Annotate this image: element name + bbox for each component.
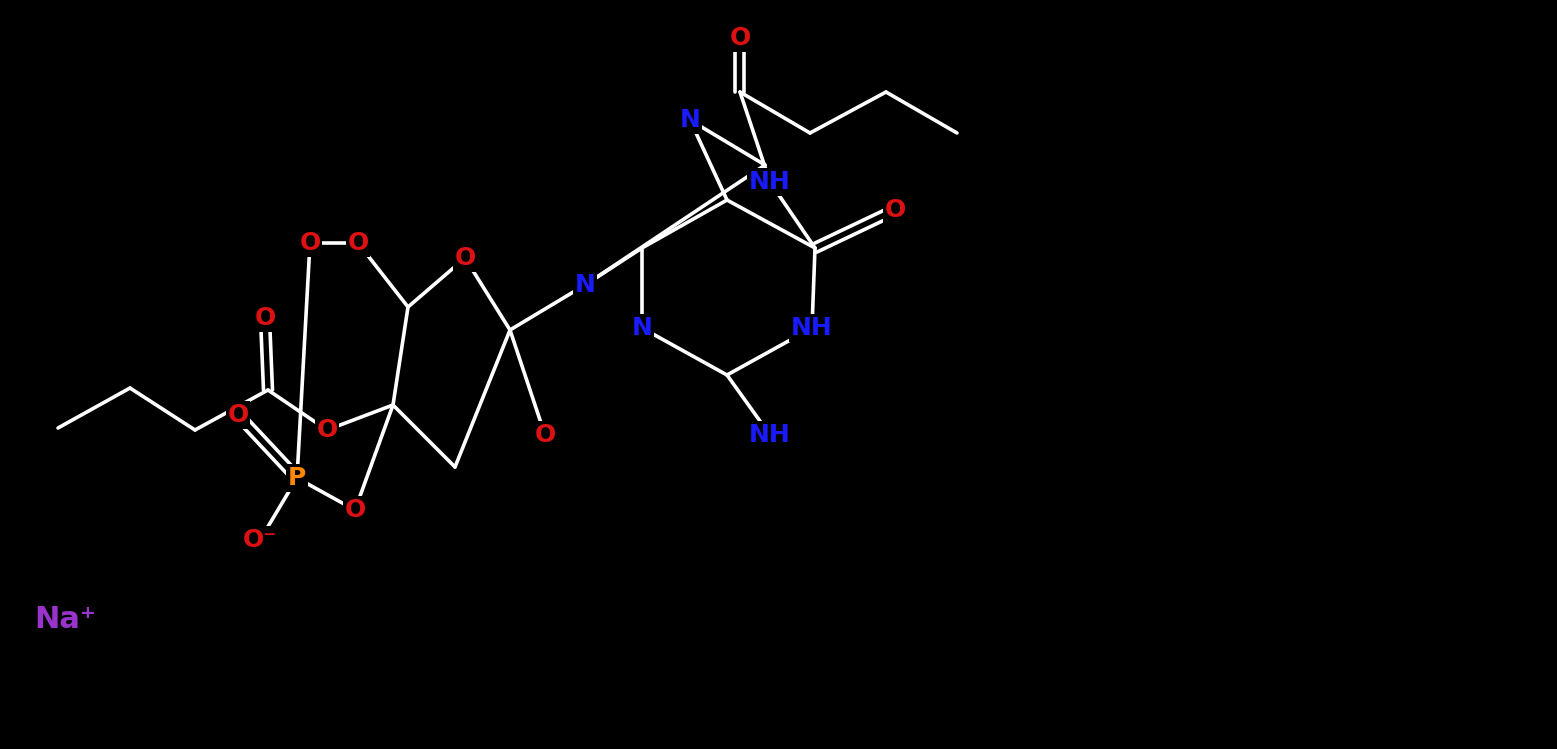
Text: O: O — [227, 403, 249, 427]
Text: NH: NH — [791, 316, 833, 340]
Text: Na⁺: Na⁺ — [39, 608, 90, 632]
Text: O: O — [344, 498, 366, 522]
Text: O: O — [347, 231, 369, 255]
Text: O: O — [729, 26, 750, 50]
Text: O: O — [455, 246, 475, 270]
Text: N: N — [632, 316, 652, 340]
Text: O: O — [254, 306, 276, 330]
Text: Na⁺: Na⁺ — [34, 605, 97, 634]
Text: N: N — [575, 273, 595, 297]
Text: P: P — [288, 466, 307, 490]
Text: NH: NH — [749, 170, 791, 194]
Text: O: O — [316, 418, 338, 442]
Text: O: O — [884, 198, 906, 222]
Text: O: O — [534, 423, 556, 447]
Text: NH: NH — [749, 423, 791, 447]
Text: O⁻: O⁻ — [243, 528, 277, 552]
Text: O: O — [299, 231, 321, 255]
Text: N: N — [679, 108, 701, 132]
Text: O: O — [249, 528, 271, 552]
